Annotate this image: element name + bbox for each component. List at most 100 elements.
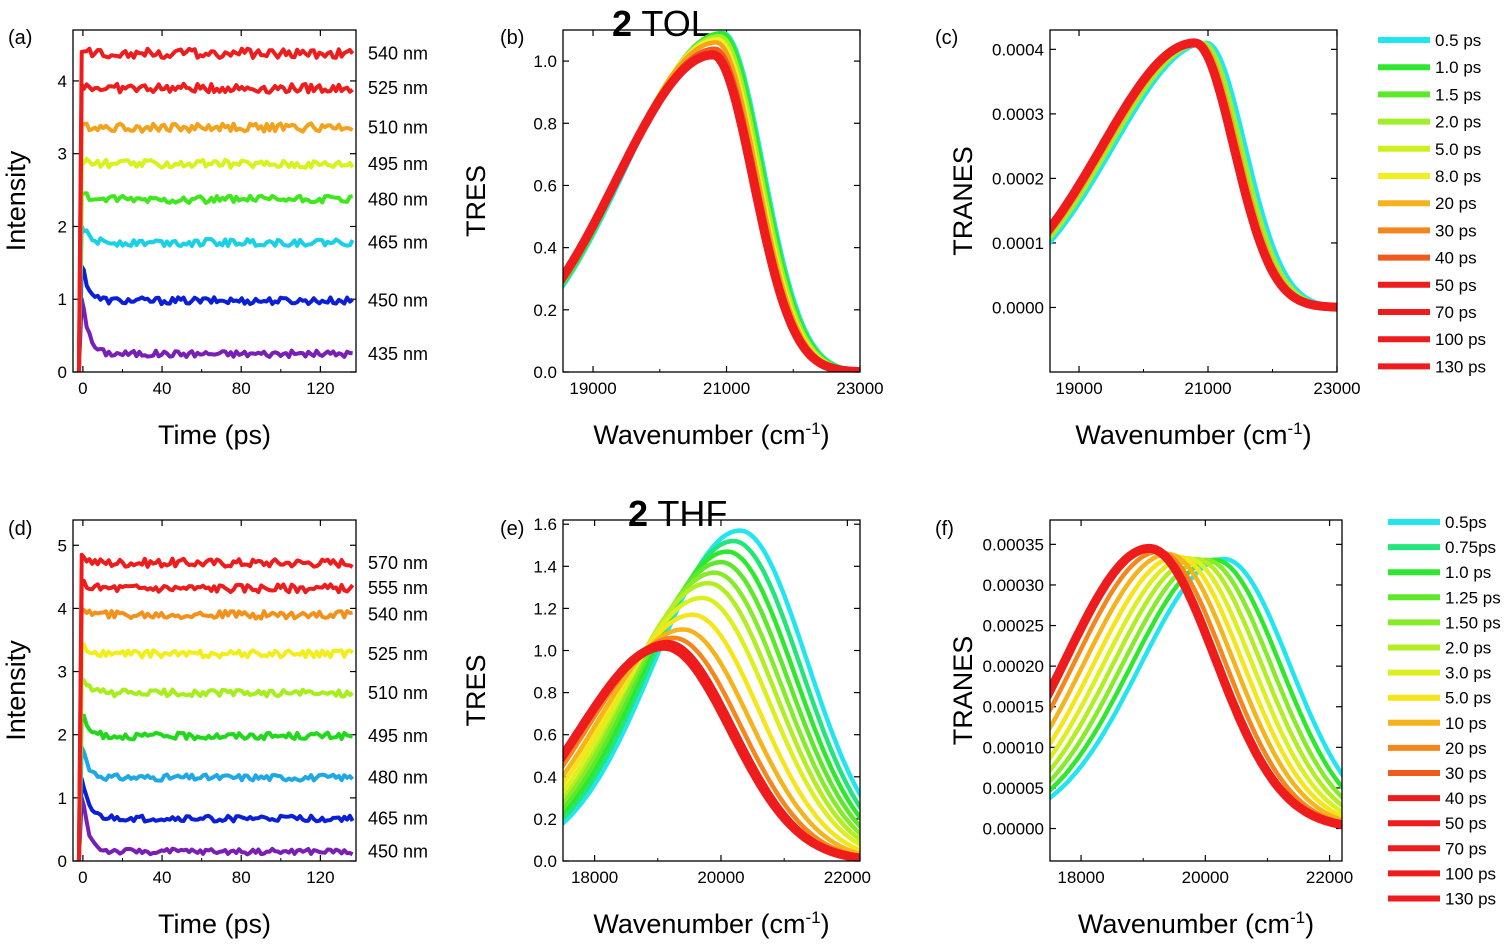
x-tick-label: 23000 [1313,379,1360,398]
series-label: 540 nm [368,43,428,63]
x-tick-label: 20000 [1182,868,1229,887]
trace-540nm [76,606,353,861]
series-label: 540 nm [368,605,428,625]
series-label: 480 nm [368,768,428,788]
plot-frame [1049,519,1343,862]
legend-label: 50 ps [1445,814,1487,833]
panel-5: (f) 18000 20000 22000 0.00000 0.00005 0.00010 0… [935,518,1353,939]
legend-label: 1.50 ps [1445,613,1501,632]
y-tick-label: 0.00030 [983,576,1044,595]
y-tick-label: 1.4 [533,557,557,576]
x-tick-label: 21000 [703,379,750,398]
x-tick-label: 40 [153,868,172,887]
spectrum-3.0ps [563,595,860,848]
spectrum-20ps [1050,549,1342,826]
trace-510nm [76,675,354,861]
legend-label: 1.5 ps [1435,85,1481,104]
y-axis-label: TRANES [948,146,978,256]
y-tick-label: 0.4 [533,239,557,258]
trace-555nm [76,578,355,861]
legend-label: 70 ps [1445,839,1487,858]
y-tick-label: 0.6 [533,176,557,195]
legend-label: 0.5ps [1445,513,1487,532]
series-label: 510 nm [368,683,428,703]
y-tick-label: 0.0002 [992,169,1044,188]
trace-540nm [76,46,355,372]
legend-label: 130 ps [1435,357,1486,376]
series-label: 465 nm [368,232,428,252]
plot-frame [72,29,357,373]
y-tick-label: 3 [58,145,67,164]
x-tick-label: 80 [232,379,251,398]
legend-label: 8.0 ps [1435,167,1481,186]
panel-4: (e) 2 THF 18000 20000 22000 0.0 0.2 0.4 0.6 0.8 1.… [461,493,871,939]
panel-letter: (b) [500,27,524,49]
x-tick-label: 40 [153,379,172,398]
y-tick-label: 4 [58,72,67,91]
legend-label: 100 ps [1445,864,1496,883]
series-group [76,552,355,861]
plot-frame [562,29,861,373]
x-tick-label: 20000 [697,868,744,887]
trace-465nm [76,776,355,861]
x-tick-label: 22000 [1306,868,1353,887]
panel-title: 2 THF [628,493,727,534]
x-axis-label: Wavenumber (cm-1) [593,419,829,450]
y-tick-label: 1 [58,290,67,309]
legend-label: 0.5 ps [1435,31,1481,50]
legend-label: 2.0 ps [1445,639,1491,658]
x-tick-label: 21000 [1184,379,1231,398]
series-label: 525 nm [368,78,428,98]
spectrum-20ps [1050,40,1337,310]
series-label: 435 nm [368,344,428,364]
y-tick-label: 1.0 [533,642,557,661]
series-group [1050,38,1337,312]
y-tick-label: 0.00015 [983,698,1044,717]
y-tick-label: 1.6 [533,515,557,534]
y-axis-label: Intensity [1,640,31,741]
y-tick-label: 0.8 [533,114,557,133]
y-tick-label: 0.00020 [983,657,1044,676]
panel-0: (a) 0 40 80 120 0 1 2 3 4 Time (ps) Intensity 435 nm… [1,27,428,450]
y-tick-label: 0.00005 [983,779,1044,798]
series-label: 555 nm [368,578,428,598]
y-tick-label: 0.00010 [983,738,1044,757]
legend-label: 0.75ps [1445,538,1496,557]
legend-label: 30 ps [1445,764,1487,783]
panel-letter: (a) [8,27,32,49]
trace-525nm [76,81,354,372]
y-axis-label: Intensity [1,150,31,251]
legend-label: 1.0 ps [1445,563,1491,582]
spectrum-0.5ps [563,528,860,827]
plot-frame [72,519,357,862]
y-tick-label: 2 [58,726,67,745]
legend-label: 40 ps [1435,249,1477,268]
y-tick-label: 0.2 [533,810,557,829]
y-tick-label: 0.6 [533,726,557,745]
x-tick-label: 19000 [569,379,616,398]
x-axis-label: Wavenumber (cm-1) [1078,908,1314,939]
spectrum-1.50ps [563,570,860,837]
y-axis-label: TRES [461,654,491,726]
series-group [1050,543,1342,830]
trace-510nm [76,121,354,372]
series-group [563,30,860,372]
x-tick-label: 120 [306,379,334,398]
legend-label: 130 ps [1445,890,1496,909]
trace-450nm [76,795,354,861]
spectrum-5.0ps [563,612,860,853]
legend-label: 40 ps [1445,789,1487,808]
y-tick-label: 0.2 [533,301,557,320]
series-label: 495 nm [368,726,428,746]
x-tick-label: 18000 [1057,868,1104,887]
series-label: 465 nm [368,809,428,829]
panel-letter: (d) [8,518,32,540]
legend-label: 50 ps [1435,276,1477,295]
y-tick-label: 0.00025 [983,617,1044,636]
panel-3: (d) 0 40 80 120 0 1 2 3 4 5 Time (ps) Intensity 450 n… [1,518,428,939]
trace-450nm [76,264,354,372]
y-tick-label: 0.0001 [992,234,1044,253]
y-tick-label: 0.0000 [992,298,1044,317]
legend: 0.5 ps 1.0 ps 1.5 ps 2.0 ps 5.0 ps 8.0 ps 20 p… [1378,31,1486,376]
y-tick-label: 2 [58,217,67,236]
